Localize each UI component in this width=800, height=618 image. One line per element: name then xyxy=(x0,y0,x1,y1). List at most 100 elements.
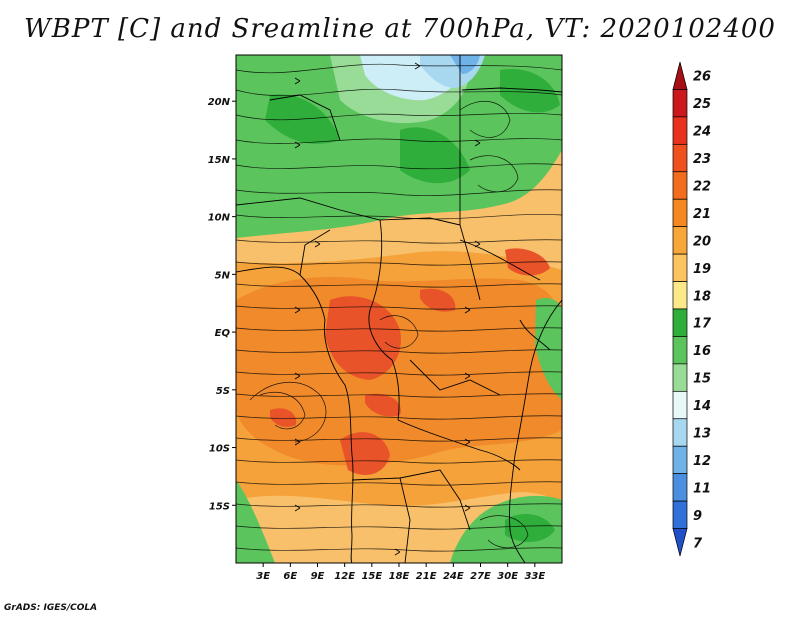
lon-tick-label: 12E xyxy=(334,571,355,582)
wbpt-field-23c xyxy=(270,408,297,427)
country-border xyxy=(519,319,551,351)
streamline-arrow xyxy=(464,504,471,512)
streamline xyxy=(236,214,562,220)
latitude-axis: 20N 15N 10N 5N EQ 5S 10S 15S xyxy=(208,97,236,512)
streamline xyxy=(236,138,562,144)
country-border xyxy=(351,469,471,531)
lat-tick-label: 20N xyxy=(208,97,231,108)
streamline xyxy=(236,189,562,196)
streamline xyxy=(236,393,562,398)
colorbar-swatch xyxy=(672,253,688,282)
streamline-arrow xyxy=(294,77,301,85)
lon-tick-label: 33E xyxy=(524,571,545,582)
colorbar-swatch xyxy=(672,390,688,420)
streamline-arrow xyxy=(414,62,421,70)
streamline-arrow xyxy=(294,504,301,512)
colorbar-swatch xyxy=(672,281,688,310)
map-panel: 20N 15N 10N 5N EQ 5S 10S 15S 3E 6E 9E 12E 15E 18E 21E… xyxy=(208,54,563,582)
streamline xyxy=(259,392,306,430)
streamline xyxy=(379,315,419,349)
lon-tick-label: 6E xyxy=(283,571,297,582)
colorbar-swatch xyxy=(672,500,688,529)
colorbar-label: 12 xyxy=(693,454,711,469)
streamline-arrow xyxy=(294,372,301,380)
wbpt-field-green xyxy=(236,55,562,238)
colorbar-swatch xyxy=(672,445,688,475)
colorbar-swatch xyxy=(672,89,688,118)
wbpt-field-green xyxy=(236,520,262,563)
country-border xyxy=(399,477,411,563)
colorbar-label: 24 xyxy=(693,125,711,140)
colorbar-label: 20 xyxy=(693,234,711,249)
colorbar-swatch xyxy=(672,363,688,392)
colorbar-swatch xyxy=(672,473,688,502)
streamline-arrows xyxy=(294,62,481,556)
colorbar-swatch xyxy=(672,226,688,255)
colorbar-swatch xyxy=(672,418,688,447)
streamline xyxy=(479,515,529,548)
streamline-arrow xyxy=(394,548,401,556)
streamline xyxy=(236,371,562,376)
colorbar-swatch xyxy=(672,143,688,173)
streamline-arrow xyxy=(294,438,301,446)
colorbar-label: 23 xyxy=(693,152,711,167)
streamline xyxy=(236,63,562,74)
country-border xyxy=(269,94,341,141)
lat-tick-label: 15N xyxy=(208,155,231,166)
streamline xyxy=(236,437,562,442)
lat-tick-label: EQ xyxy=(215,328,231,339)
lon-tick-label: 24E xyxy=(443,571,464,582)
streamlines xyxy=(236,63,562,552)
colorbar-label: 15 xyxy=(693,372,711,387)
lon-tick-label: 27E xyxy=(470,571,491,582)
colorbar-swatch xyxy=(672,61,688,90)
country-border xyxy=(461,87,562,93)
lon-tick-label: 9E xyxy=(311,571,325,582)
streamline xyxy=(236,88,562,97)
streamline-arrow xyxy=(314,240,321,248)
lon-tick-label: 15E xyxy=(361,571,382,582)
wbpt-field-green-dark xyxy=(500,69,560,113)
streamline xyxy=(249,382,327,443)
wbpt-field-green-dark xyxy=(505,514,555,542)
streamline xyxy=(236,349,562,354)
streamline xyxy=(236,459,562,464)
country-border xyxy=(236,197,461,226)
streamline xyxy=(236,239,562,244)
streamline xyxy=(236,525,562,530)
lon-tick-label: 3E xyxy=(256,571,270,582)
country-border xyxy=(299,229,331,276)
country-border xyxy=(397,419,521,471)
country-border xyxy=(459,55,481,301)
colorbar-swatch xyxy=(672,528,688,557)
colorbar-label: 18 xyxy=(693,289,711,304)
streamline xyxy=(236,163,562,170)
colorbar: 26 25 24 23 22 21 20 19 18 17 16 15 14 13 12 11 9 7 xyxy=(672,61,712,557)
colorbar-swatch xyxy=(672,171,688,200)
streamline-arrow xyxy=(464,372,471,380)
streamline-arrow xyxy=(294,141,301,149)
colorbar-label: 26 xyxy=(693,70,711,85)
colorbar-label: 14 xyxy=(693,399,711,414)
colorbar-label: 21 xyxy=(693,207,711,222)
colorbar-label: 19 xyxy=(693,262,711,277)
map-title: WBPT [C] and Sreamline at 700hPa, VT: 20… xyxy=(24,14,776,44)
country-border xyxy=(409,359,501,396)
colorbar-swatch xyxy=(672,336,688,365)
colorbar-label: 25 xyxy=(693,97,711,112)
streamline xyxy=(236,327,562,332)
colorbar-label: 11 xyxy=(693,481,711,496)
colorbar-label: 22 xyxy=(693,180,711,195)
country-border xyxy=(459,239,541,281)
colorbar-label: 17 xyxy=(693,317,712,332)
colorbar-swatch xyxy=(672,116,688,145)
lat-tick-label: 10S xyxy=(209,444,230,455)
coastline-and-borders xyxy=(236,55,562,563)
wbpt-field-22c xyxy=(236,276,562,466)
lat-tick-label: 5N xyxy=(215,270,231,281)
streamline xyxy=(236,261,562,266)
streamline-arrow xyxy=(294,306,301,314)
streamline xyxy=(236,415,562,420)
streamline xyxy=(236,283,562,288)
